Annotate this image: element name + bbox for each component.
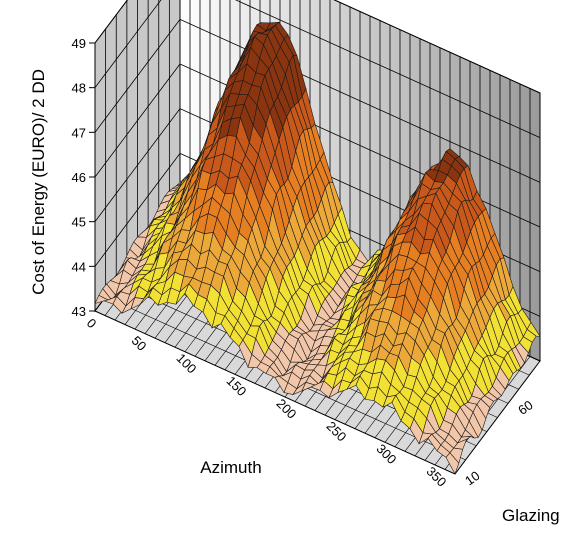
z-tick-label: 46 — [72, 170, 86, 185]
x-tick-label: 50 — [129, 333, 150, 354]
z-axis-title: Cost of Energy (EURO)/ 2 DD — [29, 69, 48, 295]
z-tick-label: 48 — [72, 81, 86, 96]
z-tick-label: 45 — [72, 215, 86, 230]
x-tick-label: 0 — [84, 315, 100, 331]
z-tick-label: 49 — [72, 36, 86, 51]
z-tick-label: 43 — [72, 304, 86, 319]
z-tick-label: 47 — [72, 125, 86, 140]
surface-mesh — [94, 21, 541, 475]
surface-cell — [445, 452, 460, 475]
y-tick-label: 10 — [462, 468, 482, 489]
floor-gridline — [94, 310, 456, 475]
x-axis-title: Azimuth — [200, 458, 261, 477]
y-axis-title: Glazing — [502, 506, 560, 525]
z-tick-label: 44 — [72, 259, 86, 274]
y-tick-label: 60 — [515, 397, 535, 418]
